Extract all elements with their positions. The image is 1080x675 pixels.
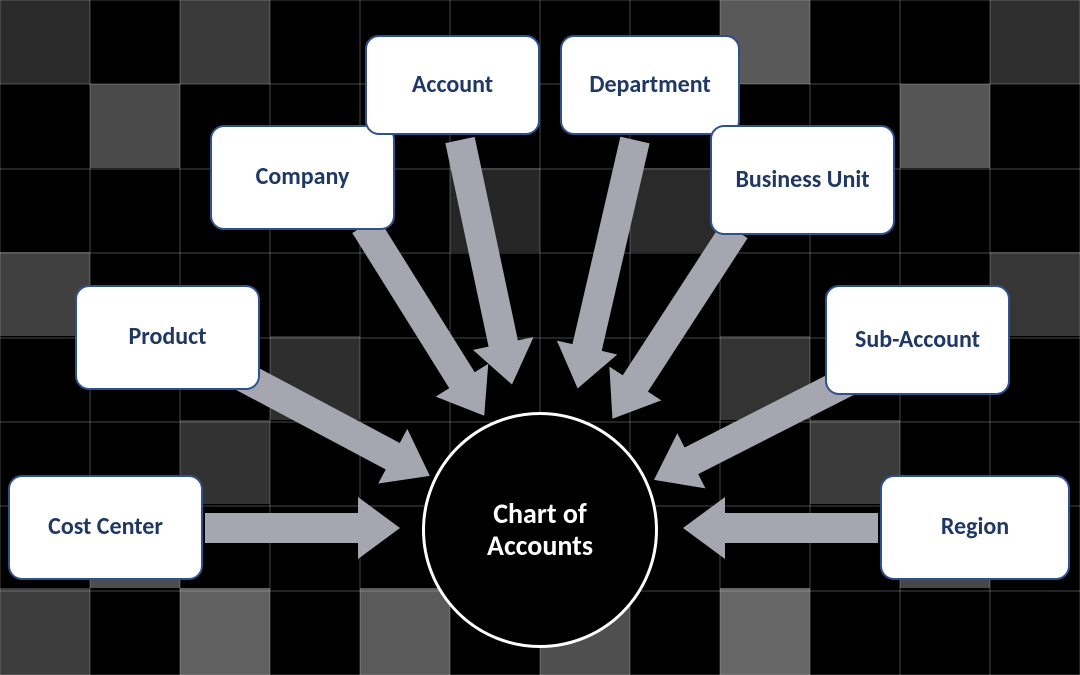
node-label: Account	[412, 72, 493, 98]
node-label: Sub-Account	[855, 327, 980, 353]
node-product: Product	[75, 285, 260, 390]
arrow-region	[683, 497, 878, 559]
node-business-unit: Business Unit	[710, 125, 895, 235]
diagram-stage: Chart of Accounts Cost Center Product Comp…	[0, 0, 1080, 675]
node-cost-center: Cost Center	[8, 475, 203, 580]
node-label: Department	[589, 72, 710, 98]
node-label: Cost Center	[48, 514, 163, 540]
arrow-cost-center	[205, 497, 400, 559]
node-company: Company	[210, 125, 395, 230]
node-account: Account	[365, 35, 540, 135]
node-region: Region	[880, 475, 1070, 580]
node-label: Business Unit	[735, 167, 869, 193]
node-label: Company	[256, 164, 350, 190]
center-node-chart-of-accounts: Chart of Accounts	[422, 412, 658, 648]
node-sub-account: Sub-Account	[825, 285, 1010, 395]
node-label: Product	[128, 324, 206, 350]
node-department: Department	[560, 35, 740, 135]
center-node-label: Chart of Accounts	[446, 498, 635, 562]
node-label: Region	[941, 514, 1009, 540]
